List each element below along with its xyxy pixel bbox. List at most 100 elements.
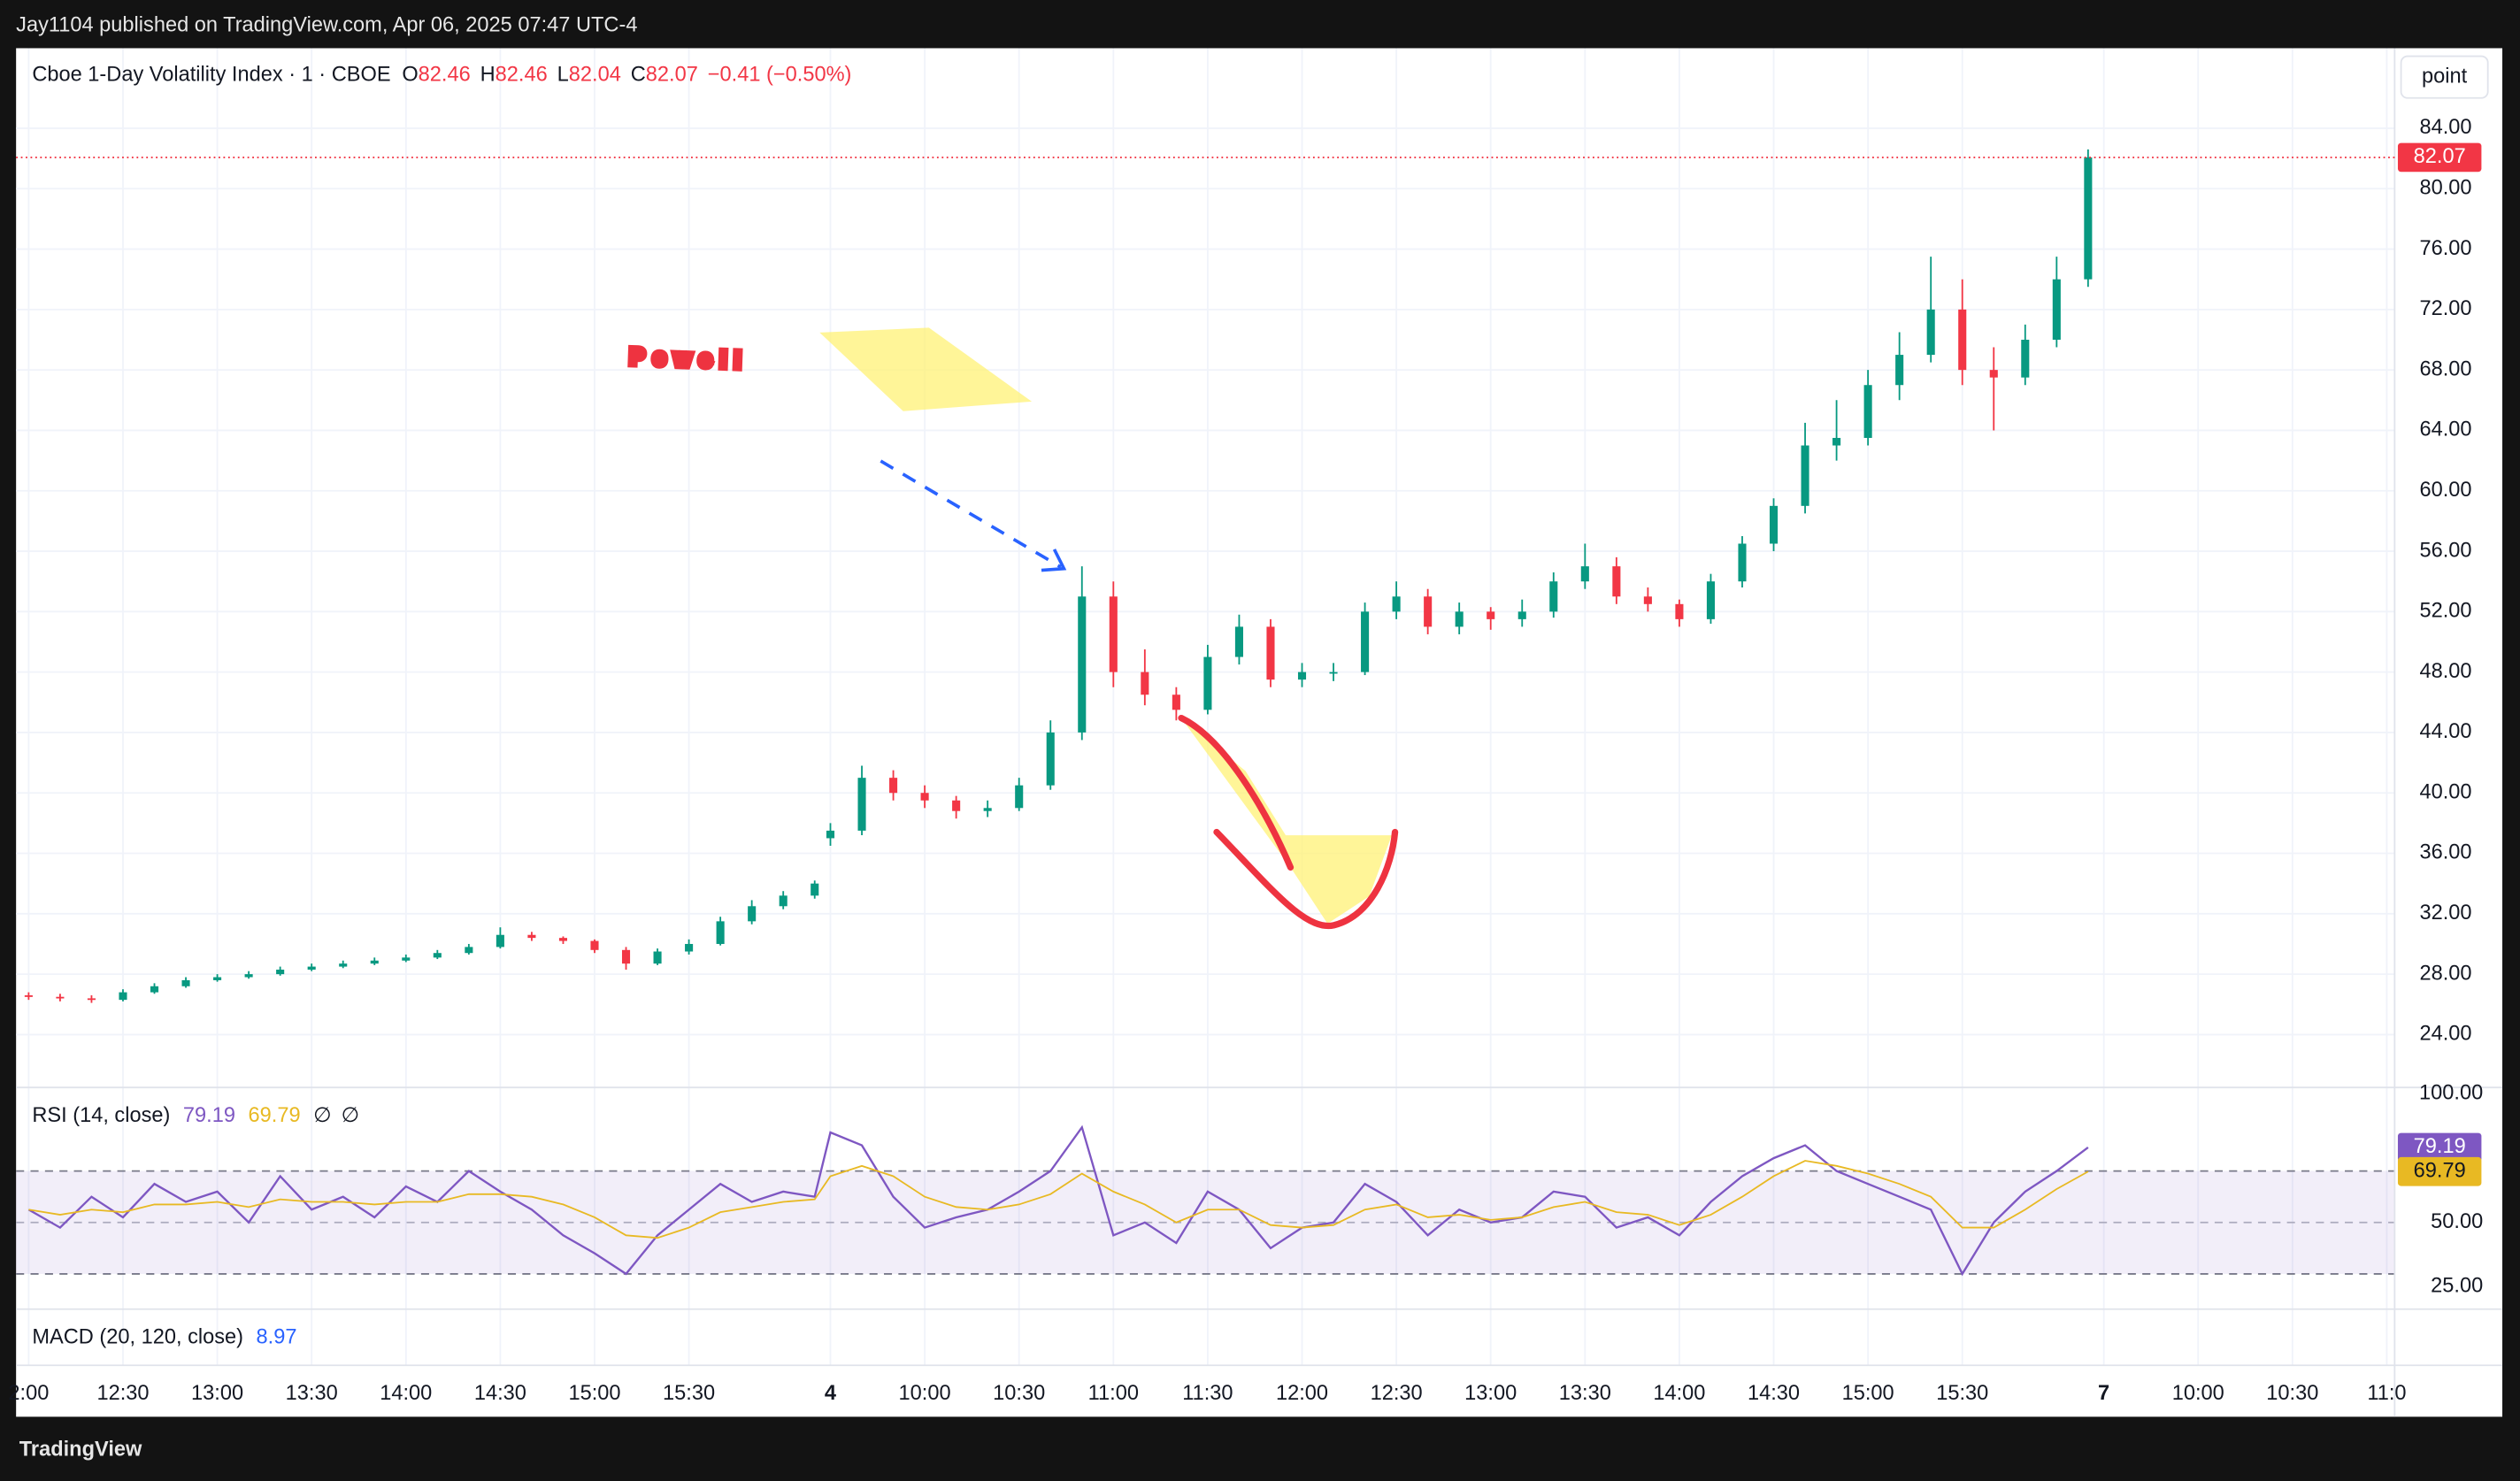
y-tick-label: 48.00 [2419,660,2471,683]
x-tick-label: 10:30 [993,1382,1045,1405]
candle-body [276,969,285,975]
candle-body [621,949,631,964]
candle-body [653,951,662,964]
rsi-line [28,1160,2089,1239]
candle-body [2084,157,2093,280]
legend-key: H [480,64,496,87]
candle-body [1203,656,1212,710]
macd-value: 8.97 [257,1326,297,1349]
macd-legend: MACD (20, 120, close) 8.97 [32,1326,296,1349]
candle-body [1738,543,1747,582]
candle-body [811,883,819,896]
x-tick-label: 15:00 [568,1382,620,1405]
candle-body [1706,581,1715,619]
candle-body [150,986,159,993]
candle-body [983,808,992,811]
last-price-label: 82.07 [2414,145,2466,168]
candle-body [119,992,127,1001]
value-badge-label: 69.79 [2414,1159,2466,1182]
candle-body [857,778,866,831]
x-tick-label: 13:00 [1464,1382,1517,1405]
x-tick-label: 7 [2098,1382,2109,1405]
flag: ∅ [342,1104,360,1127]
candle-body [1895,355,1904,386]
y-tick-label: 52.00 [2419,600,2471,623]
candle-body [1141,671,1149,695]
x-tick-label: 12:30 [1371,1382,1423,1405]
value-badge-label: 79.19 [2414,1135,2466,1158]
x-tick-label: 14:30 [474,1382,526,1405]
candle-body [716,921,725,944]
x-tick-label: 10:00 [2172,1382,2224,1405]
candle-body [558,938,567,941]
candle-body [527,934,536,939]
rsi-legend: RSI (14, close) 79.19 69.79 ∅ ∅ [32,1104,359,1127]
candle-body [1549,581,1558,612]
candle-body [1329,671,1338,674]
candle-body [56,996,65,999]
candle-body [1455,611,1464,627]
arrowhead [1041,549,1067,572]
legend-value: 82.04 [569,64,621,87]
y-tick-label: 44.00 [2419,720,2471,743]
candle-body [1958,309,1967,371]
unit-button[interactable] [2400,55,2489,99]
x-tick-label: 10:00 [899,1382,951,1405]
candle-body [779,895,788,907]
value-badge [2397,1132,2482,1163]
x-tick-label: 11:0 [2367,1382,2406,1405]
x-tick-label: 2:00 [8,1382,49,1405]
candle-body [1361,611,1370,672]
marks [16,149,2395,1277]
candle-body [1046,732,1055,786]
main-legend: Cboe 1-Day Volatility Index · 1 · CBOE O8… [32,64,851,87]
brand: TradingView [19,1439,142,1462]
y-tick-label: 76.00 [2419,237,2471,260]
annotation-arrow [1178,714,1399,930]
candle-body [1675,603,1684,619]
y-tick-label: 25.00 [2431,1275,2483,1298]
candle-body [2052,279,2061,341]
candle-body [1424,596,1433,627]
highlight [819,327,1033,411]
candle-body [1266,626,1275,680]
candle-body [1643,596,1652,604]
y-tick-label: 84.00 [2419,116,2471,139]
candle-body [24,995,33,997]
y-tick-label: 36.00 [2419,841,2471,864]
candle-body [1769,505,1779,544]
candle-body [1109,596,1118,672]
candle-body [370,960,379,964]
legend-value: 82.46 [496,64,548,87]
x-tick-label: 12:00 [1276,1382,1328,1405]
macd-title: MACD (20, 120, close) [32,1326,243,1349]
publisher: Jay1104 published on TradingView.com, Ap… [16,13,637,36]
unit-label[interactable]: point [2422,65,2468,88]
x-tick-label: 14:00 [1653,1382,1705,1405]
candle-body [889,778,898,794]
rsi-title: RSI (14, close) [32,1104,170,1127]
candle-body [748,906,757,922]
candle-body [1832,437,1841,446]
arrow [880,459,1062,569]
y-tick-label: 64.00 [2419,418,2471,441]
candle-body [433,953,442,958]
candle-body [213,977,222,980]
y-tick-label: 80.00 [2419,176,2471,199]
candle-body [826,830,835,839]
x-tick-label: 15:30 [663,1382,715,1405]
y-tick-label: 68.00 [2419,357,2471,380]
candle-body [1801,445,1809,506]
candle-body [339,963,348,967]
x-tick-label: 4 [825,1382,836,1405]
candle-body [920,793,929,801]
candle-body [1234,626,1243,657]
x-tick-label: 13:30 [1559,1382,1611,1405]
legend-value: 82.07 [646,64,698,87]
candle-body [1297,671,1307,680]
y-tick-label: 28.00 [2419,962,2471,985]
x-tick-label: 13:00 [191,1382,243,1405]
x-tick-label: 15:00 [1842,1382,1894,1405]
candle-body [1487,611,1495,619]
